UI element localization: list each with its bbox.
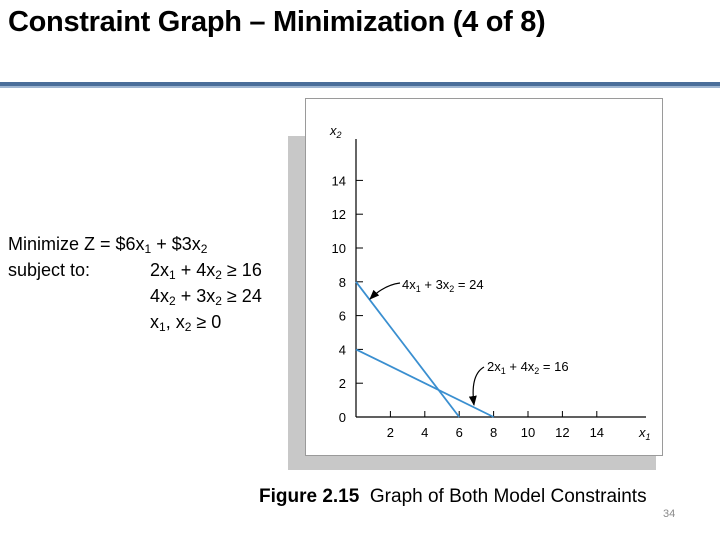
slide-title: Constraint Graph – Minimization (4 of 8) <box>8 6 546 38</box>
constraint-1-label-arrow <box>468 366 485 406</box>
nonnegativity-constraint: x1, x2 ≥ 0 <box>150 312 222 334</box>
figure-caption-text: Graph of Both Model Constraints <box>369 486 647 507</box>
x-axis-label: x1 <box>638 425 651 442</box>
subject-to-label: subject to: <box>8 260 91 280</box>
figure-caption: Figure 2.15 Graph of Both Model Constrai… <box>259 486 647 508</box>
objective-text: Minimize Z = $6x <box>8 234 145 254</box>
constraint-line <box>355 281 460 418</box>
x-tick-group: 2 4 6 8 10 12 14 <box>387 411 604 440</box>
constraint-2: 4x2 + 3x2 ≥ 24 <box>150 286 262 308</box>
y-tick-label: 10 <box>332 241 346 256</box>
x-tick-label: 12 <box>555 425 569 440</box>
title-divider-light <box>0 86 720 88</box>
constraint-graph: 2 4 6 8 10 12 14 0 2 4 6 8 10 12 14 x2 x1 4x1 + 3x2 =… <box>329 123 651 442</box>
y-tick-label: 6 <box>339 309 346 324</box>
y-tick-label: 0 <box>339 410 346 425</box>
objective-sub: 2 <box>200 242 208 256</box>
constraint-1-line-label: 2x1 + 4x2 = 16 <box>487 359 569 376</box>
x-tick-label: 4 <box>421 425 428 440</box>
y-tick-label: 2 <box>339 376 346 391</box>
constraint-2-label-arrow <box>369 282 401 300</box>
constraint-2-line-label: 4x1 + 3x2 = 24 <box>402 277 484 294</box>
x-tick-label: 8 <box>490 425 497 440</box>
objective-text: + $3x <box>151 234 201 254</box>
y-axis-label: x2 <box>329 123 342 140</box>
y-tick-label: 12 <box>332 207 346 222</box>
page-number: 34 <box>663 508 676 520</box>
x-tick-label: 14 <box>590 425 604 440</box>
x-tick-label: 2 <box>387 425 394 440</box>
constraint-line <box>355 348 494 418</box>
figure-caption-number: Figure 2.15 <box>259 486 360 507</box>
constraint-graph-figure: 2 4 6 8 10 12 14 0 2 4 6 8 10 12 14 x2 x1 4x1 + 3x2 =… <box>305 98 663 456</box>
y-tick-label: 4 <box>339 342 346 357</box>
objective-sub: 1 <box>144 242 152 256</box>
x-tick-label: 10 <box>521 425 535 440</box>
constraint-1: 2x1 + 4x2 ≥ 16 <box>150 260 262 282</box>
y-tick-group: 0 2 4 6 8 10 12 14 <box>332 173 363 425</box>
y-tick-label: 14 <box>332 173 346 188</box>
y-tick-label: 8 <box>339 275 346 290</box>
title-divider <box>0 82 720 86</box>
x-tick-label: 6 <box>456 425 463 440</box>
